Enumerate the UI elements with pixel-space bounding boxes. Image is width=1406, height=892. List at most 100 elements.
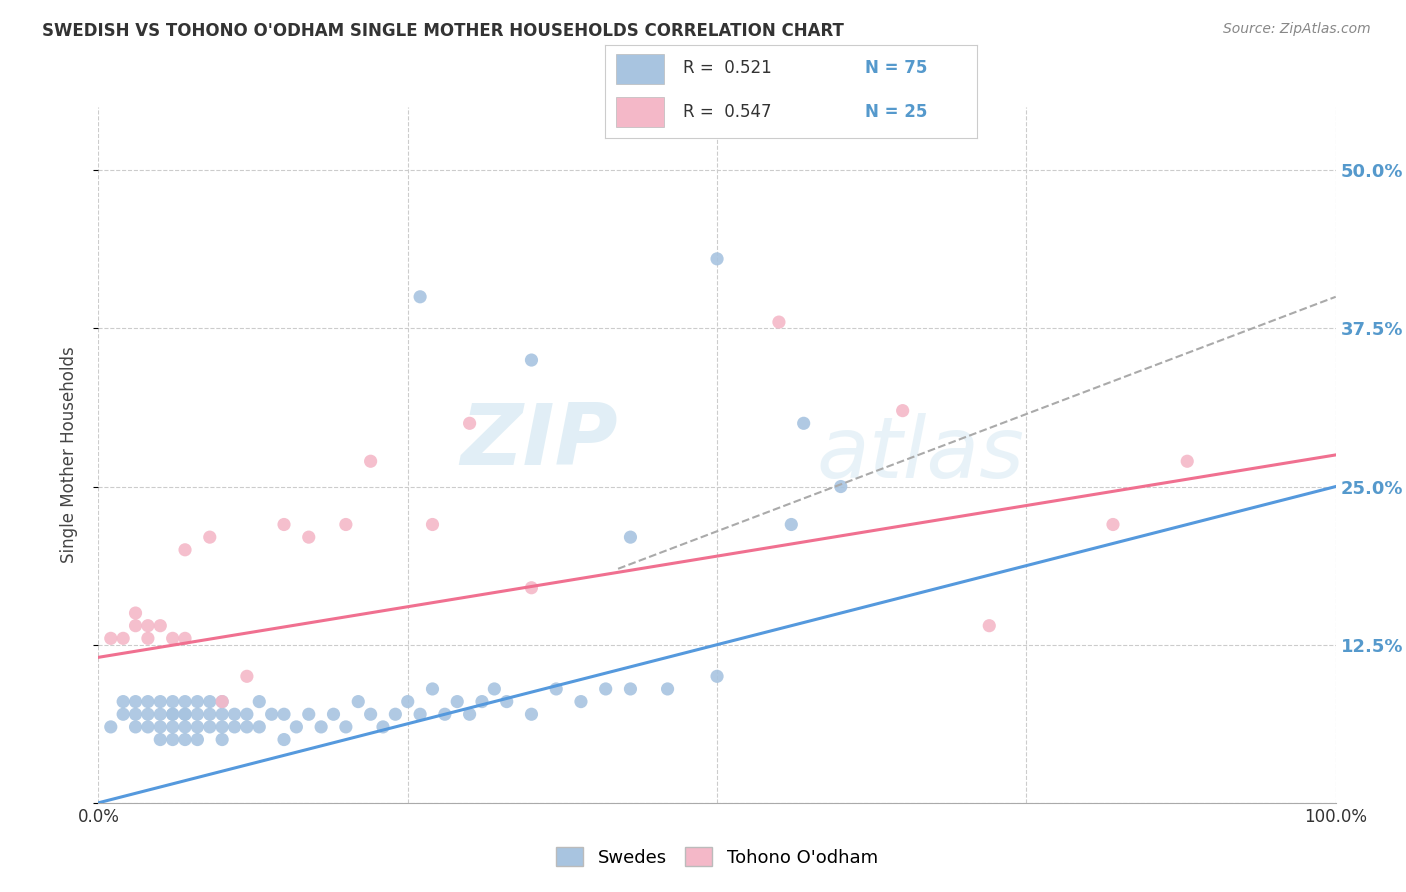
Point — [211, 695, 233, 709]
Point — [422, 681, 444, 696]
Point — [484, 681, 506, 696]
Text: atlas: atlas — [815, 413, 1024, 497]
Point — [1175, 454, 1198, 468]
Point — [124, 606, 146, 620]
Point — [162, 632, 184, 646]
Text: SWEDISH VS TOHONO O'ODHAM SINGLE MOTHER HOUSEHOLDS CORRELATION CHART: SWEDISH VS TOHONO O'ODHAM SINGLE MOTHER … — [42, 22, 844, 40]
Point — [595, 681, 617, 696]
Point — [891, 403, 914, 417]
Point — [149, 720, 172, 734]
Point — [433, 707, 456, 722]
Text: R =  0.521: R = 0.521 — [683, 60, 772, 78]
Point — [162, 695, 184, 709]
Point — [112, 707, 135, 722]
Point — [546, 681, 568, 696]
Point — [149, 732, 172, 747]
Point — [186, 732, 208, 747]
Point — [619, 530, 641, 544]
Point — [347, 695, 370, 709]
Point — [520, 581, 543, 595]
Point — [335, 517, 357, 532]
Point — [198, 695, 221, 709]
Point — [520, 707, 543, 722]
Point — [136, 707, 159, 722]
Point — [422, 517, 444, 532]
Point — [1102, 517, 1125, 532]
Point — [186, 720, 208, 734]
Point — [174, 732, 197, 747]
Point — [793, 417, 815, 431]
Point — [409, 707, 432, 722]
Point — [162, 720, 184, 734]
Point — [112, 695, 135, 709]
Point — [198, 707, 221, 722]
Point — [780, 517, 803, 532]
Point — [149, 707, 172, 722]
Point — [247, 695, 270, 709]
Point — [136, 618, 159, 632]
Point — [247, 720, 270, 734]
Point — [619, 681, 641, 696]
Text: R =  0.547: R = 0.547 — [683, 103, 772, 120]
Bar — [616, 97, 664, 127]
Point — [471, 695, 494, 709]
Point — [136, 632, 159, 646]
Point — [211, 707, 233, 722]
Point — [236, 720, 259, 734]
Point — [409, 290, 432, 304]
Point — [224, 720, 246, 734]
Point — [260, 707, 283, 722]
Point — [136, 720, 159, 734]
Point — [495, 695, 517, 709]
Point — [136, 695, 159, 709]
Point — [224, 707, 246, 722]
Point — [211, 720, 233, 734]
Point — [149, 618, 172, 632]
Point — [298, 707, 321, 722]
Point — [124, 618, 146, 632]
Point — [768, 315, 790, 329]
Point — [174, 707, 197, 722]
Point — [458, 707, 481, 722]
Point — [162, 707, 184, 722]
Point — [124, 720, 146, 734]
Point — [360, 454, 382, 468]
Point — [112, 632, 135, 646]
Point — [285, 720, 308, 734]
Point — [322, 707, 344, 722]
Point — [174, 695, 197, 709]
Point — [273, 707, 295, 722]
Text: N = 25: N = 25 — [866, 103, 928, 120]
Point — [384, 707, 406, 722]
Point — [830, 479, 852, 493]
Point — [335, 720, 357, 734]
Point — [979, 618, 1001, 632]
Point — [458, 417, 481, 431]
Legend: Swedes, Tohono O'odham: Swedes, Tohono O'odham — [550, 840, 884, 874]
Y-axis label: Single Mother Households: Single Mother Households — [59, 347, 77, 563]
Point — [149, 695, 172, 709]
Point — [162, 732, 184, 747]
Point — [124, 707, 146, 722]
Point — [174, 707, 197, 722]
Point — [706, 669, 728, 683]
Point — [520, 353, 543, 368]
Point — [174, 720, 197, 734]
Point — [186, 695, 208, 709]
Point — [198, 530, 221, 544]
Point — [309, 720, 332, 734]
Point — [371, 720, 394, 734]
Point — [186, 707, 208, 722]
Text: N = 75: N = 75 — [866, 60, 928, 78]
Point — [198, 720, 221, 734]
Point — [273, 517, 295, 532]
Point — [100, 720, 122, 734]
Point — [569, 695, 592, 709]
Text: ZIP: ZIP — [460, 400, 619, 483]
Point — [236, 669, 259, 683]
Point — [298, 530, 321, 544]
Point — [236, 707, 259, 722]
Point — [174, 542, 197, 557]
Point — [100, 632, 122, 646]
Point — [706, 252, 728, 266]
